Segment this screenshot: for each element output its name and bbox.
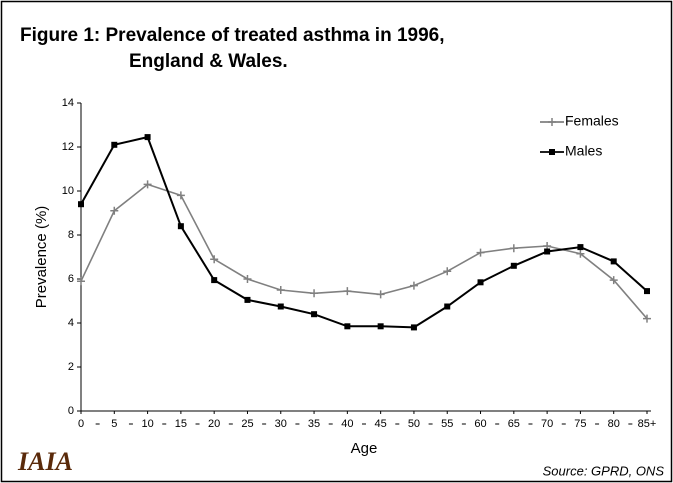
y-tick-label: 6 <box>68 273 74 285</box>
point <box>476 248 485 257</box>
x-tick-label: 70 <box>541 418 553 430</box>
y-tick-label: 14 <box>62 97 74 109</box>
source: Source: GPRD, ONS <box>543 463 665 478</box>
x-tick-label: 5 <box>111 418 117 430</box>
y-tick-label: 2 <box>68 361 74 373</box>
point <box>509 244 518 253</box>
y-tick-label: 10 <box>62 185 74 197</box>
y-tick-label: 12 <box>62 141 74 153</box>
x-tick-label: 75 <box>574 418 586 430</box>
point <box>277 303 284 310</box>
x-tick-label: 55 <box>441 418 453 430</box>
point <box>444 303 451 310</box>
point <box>143 180 152 189</box>
x-tick-label: 35 <box>308 418 320 430</box>
legend-marker <box>548 118 556 126</box>
y-tick-label: 8 <box>68 229 74 241</box>
point <box>110 206 119 215</box>
legend-label: Males <box>565 143 602 159</box>
legend-label: Females <box>565 113 619 129</box>
point <box>577 244 584 251</box>
logo: IAIA <box>17 447 73 476</box>
y-tick-label: 4 <box>68 317 74 329</box>
point <box>410 324 417 331</box>
point <box>644 288 650 295</box>
point <box>610 258 617 265</box>
chart-subtitle: England & Wales. <box>129 51 288 72</box>
x-tick-label: 85+ <box>638 418 657 430</box>
point <box>343 287 352 296</box>
point <box>443 267 452 276</box>
point <box>310 289 319 298</box>
point <box>544 248 551 255</box>
x-tick-label: 20 <box>208 418 220 430</box>
point <box>210 255 219 264</box>
point <box>311 311 318 318</box>
point <box>243 275 252 283</box>
point <box>376 290 385 299</box>
x-tick-label: 60 <box>474 418 486 430</box>
series-line <box>80 135 648 329</box>
x-tick-label: 40 <box>341 418 353 430</box>
legend-marker <box>549 149 555 155</box>
x-tick-label: 25 <box>241 418 253 430</box>
point <box>344 323 351 330</box>
chart-title: Figure 1: Prevalence of treated asthma i… <box>20 25 445 46</box>
x-tick-label: 30 <box>275 418 287 430</box>
x-tick-label: 45 <box>375 418 387 430</box>
point <box>576 249 585 258</box>
point <box>276 286 285 294</box>
point <box>377 323 384 330</box>
point <box>78 201 84 208</box>
point <box>609 276 618 285</box>
y-axis-label: Prevalence (%) <box>33 206 50 309</box>
point <box>176 191 185 200</box>
point <box>77 277 85 286</box>
x-axis-label: Age <box>351 440 378 457</box>
point <box>111 141 118 148</box>
point <box>477 279 484 286</box>
x-tick-label: 50 <box>408 418 420 430</box>
x-tick-label: 0 <box>78 418 84 430</box>
x-tick-label: 80 <box>608 418 620 430</box>
point <box>144 134 151 141</box>
point <box>510 262 517 269</box>
x-tick-label: 10 <box>141 418 153 430</box>
series-line <box>80 183 648 320</box>
y-tick-label: 0 <box>68 405 74 417</box>
point <box>211 277 218 284</box>
point <box>643 314 651 323</box>
x-tick-label: 15 <box>175 418 187 430</box>
point <box>409 281 418 290</box>
point <box>177 223 184 230</box>
x-tick-label: 65 <box>508 418 520 430</box>
point <box>244 296 251 303</box>
